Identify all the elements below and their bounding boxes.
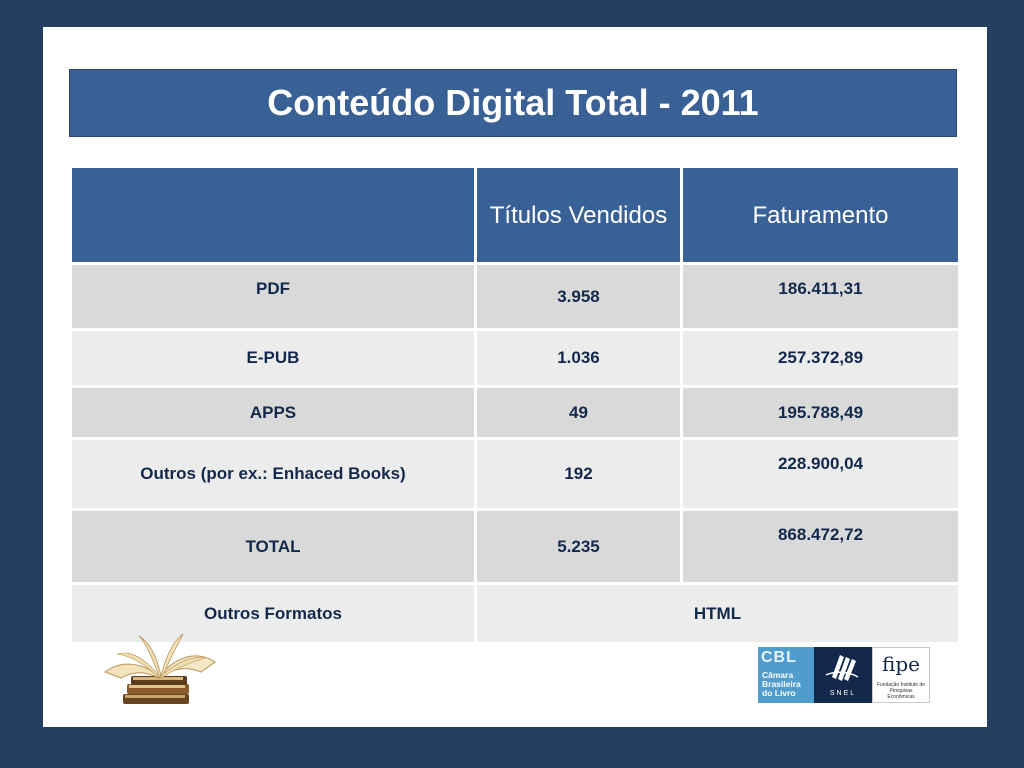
- row-titulos: 1.036: [474, 328, 683, 388]
- row-titulos: 5.235: [474, 508, 683, 585]
- fipe-logo: fipe Fundação Instituto de Pesquisas Eco…: [872, 647, 930, 703]
- row-other-formats-value: HTML: [474, 582, 961, 645]
- table-row: E-PUB 1.036 257.372,89: [69, 328, 961, 388]
- cbl-logo-line: Câmara: [762, 670, 794, 680]
- table-row: Outros Formatos HTML: [69, 582, 961, 645]
- table-row: TOTAL 5.235 868.472,72: [69, 508, 961, 585]
- snel-logo: SNEL: [814, 647, 872, 703]
- header-faturamento: Faturamento: [680, 165, 961, 265]
- sales-table: Títulos Vendidos Faturamento PDF 3.958 1…: [69, 165, 961, 645]
- slide-title: Conteúdo Digital Total - 2011: [69, 69, 957, 137]
- row-faturamento: 195.788,49: [680, 385, 961, 440]
- row-label: PDF: [69, 262, 477, 331]
- snel-books-icon: [825, 655, 859, 681]
- row-label: APPS: [69, 385, 477, 440]
- cbl-logo-mark: CBL: [761, 649, 797, 666]
- fipe-logo-name: fipe: [882, 652, 920, 676]
- cbl-logo-line: Brasileira: [762, 679, 801, 689]
- cbl-logo-text: Câmara Brasileira do Livro: [762, 671, 801, 698]
- row-titulos: 49: [474, 385, 683, 440]
- row-label: Outros (por ex.: Enhaced Books): [69, 437, 477, 511]
- row-titulos: 3.958: [474, 262, 683, 331]
- table-row: APPS 49 195.788,49: [69, 385, 961, 440]
- fipe-logo-subtitle: Fundação Instituto de Pesquisas Econômic…: [876, 682, 926, 700]
- table-header-row: Títulos Vendidos Faturamento: [69, 165, 961, 265]
- partner-logos: CBL Câmara Brasileira do Livro SNEL fipe…: [758, 647, 930, 703]
- slide: Conteúdo Digital Total - 2011 Títulos Ve…: [43, 27, 987, 727]
- row-titulos: 192: [474, 437, 683, 511]
- row-faturamento: 228.900,04: [680, 437, 961, 511]
- header-empty: [69, 165, 477, 265]
- table-row: PDF 3.958 186.411,31: [69, 262, 961, 331]
- snel-logo-text: SNEL: [829, 690, 857, 697]
- header-titulos-vendidos: Títulos Vendidos: [474, 165, 683, 265]
- row-label: TOTAL: [69, 508, 477, 585]
- cbl-logo: CBL Câmara Brasileira do Livro: [758, 647, 814, 703]
- open-book-on-stack-icon: [101, 632, 221, 712]
- row-label: E-PUB: [69, 328, 477, 388]
- row-label: Outros Formatos: [69, 582, 477, 645]
- row-faturamento: 868.472,72: [680, 508, 961, 585]
- table-row: Outros (por ex.: Enhaced Books) 192 228.…: [69, 437, 961, 511]
- row-faturamento: 257.372,89: [680, 328, 961, 388]
- row-faturamento: 186.411,31: [680, 262, 961, 331]
- cbl-logo-line: do Livro: [762, 688, 796, 698]
